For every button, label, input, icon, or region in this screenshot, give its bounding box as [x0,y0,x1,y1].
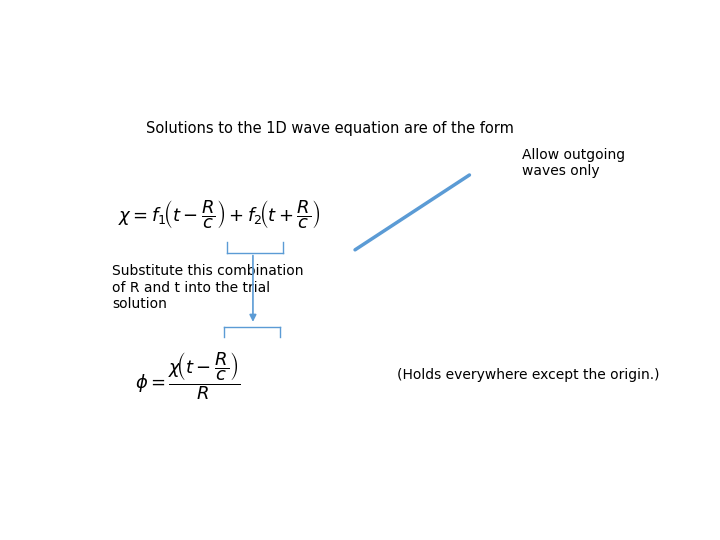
Text: Allow outgoing
waves only: Allow outgoing waves only [523,148,626,178]
Text: $\chi = f_1\!\left(t - \dfrac{R}{c}\right) + f_2\!\left(t + \dfrac{R}{c}\right)$: $\chi = f_1\!\left(t - \dfrac{R}{c}\righ… [118,198,320,231]
Text: $\phi = \dfrac{\chi\!\left(t - \dfrac{R}{c}\right)}{R}$: $\phi = \dfrac{\chi\!\left(t - \dfrac{R}… [135,351,240,402]
Text: (Holds everywhere except the origin.): (Holds everywhere except the origin.) [397,368,660,382]
Text: Substitute this combination
of R and t into the trial
solution: Substitute this combination of R and t i… [112,265,304,311]
Text: Solutions to the 1D wave equation are of the form: Solutions to the 1D wave equation are of… [145,121,513,136]
